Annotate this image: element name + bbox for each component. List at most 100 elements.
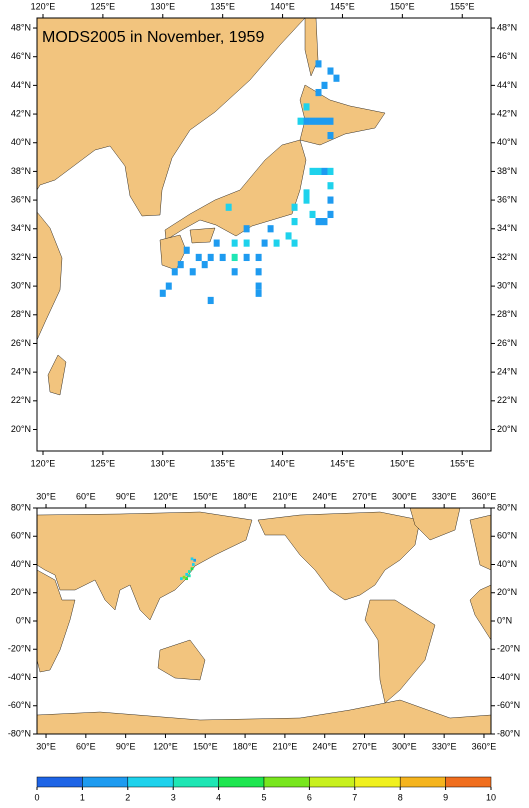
colorbar-swatch <box>218 776 265 788</box>
x-tick-label: 155°E <box>450 458 475 468</box>
x-tick-label: 145°E <box>330 458 355 468</box>
x-tick-label: 330°E <box>432 741 457 751</box>
data-cell <box>273 239 280 247</box>
x-tick-label: 130°E <box>150 458 175 468</box>
data-cell <box>243 225 250 233</box>
x-tick-label: 210°E <box>273 491 298 501</box>
colorbar-swatch <box>309 776 356 788</box>
data-cell <box>315 167 322 175</box>
x-tick-label: 60°E <box>76 491 96 501</box>
y-tick-label: 20°N <box>497 587 517 597</box>
y-tick-label: 28°N <box>11 309 31 319</box>
data-cell <box>193 558 196 562</box>
y-tick-label: 32°N <box>11 252 31 262</box>
y-tick-label: 80°N <box>497 502 517 512</box>
data-cell <box>243 253 250 262</box>
y-tick-label: 0°N <box>16 615 31 625</box>
colorbar-label: 7 <box>352 792 357 802</box>
colorbar-swatch <box>172 776 219 788</box>
data-cell <box>303 196 310 204</box>
south-america <box>364 599 436 704</box>
data-cell <box>327 182 334 190</box>
x-tick-label: 125°E <box>91 1 116 11</box>
y-tick-label: 38°N <box>497 166 517 176</box>
x-tick-label: 90°E <box>116 491 136 501</box>
colorbar-label: 5 <box>261 792 266 802</box>
data-cell <box>327 210 334 219</box>
x-tick-label: 300°E <box>392 741 417 751</box>
y-tick-label: 24°N <box>11 367 31 377</box>
y-tick-label: -60°N <box>497 700 520 710</box>
y-tick-label: 26°N <box>497 338 517 348</box>
x-tick-label: 300°E <box>392 491 417 501</box>
x-tick-label: 30°E <box>36 491 56 501</box>
y-tick-label: 28°N <box>497 309 517 319</box>
data-cell <box>333 74 340 82</box>
colorbar-label: 10 <box>486 792 496 802</box>
y-tick-label: 36°N <box>497 194 517 204</box>
data-cell <box>321 218 328 226</box>
x-tick-label: 150°E <box>193 491 218 501</box>
y-tick-label: 60°N <box>497 531 517 541</box>
colorbar-swatch <box>36 776 83 788</box>
colorbar-label: 3 <box>171 792 176 802</box>
x-tick-label: 120°E <box>31 1 56 11</box>
colorbar-swatch <box>354 776 401 788</box>
data-cell <box>159 289 166 297</box>
x-tick-label: 180°E <box>233 741 258 751</box>
data-cell <box>291 203 298 211</box>
y-tick-label: 20°N <box>11 424 31 434</box>
data-cell <box>192 563 195 566</box>
y-tick-label: 30°N <box>497 280 517 290</box>
y-tick-label: 38°N <box>11 166 31 176</box>
data-cell <box>207 253 214 262</box>
x-tick-label: 360°E <box>472 491 497 501</box>
y-tick-label: 42°N <box>11 108 31 118</box>
data-cell <box>201 261 208 269</box>
data-cell <box>327 167 334 175</box>
data-cell <box>185 572 189 576</box>
data-cell <box>315 218 322 226</box>
y-tick-label: 0°N <box>497 615 512 625</box>
data-cell <box>309 167 316 175</box>
honshu <box>164 139 307 241</box>
y-tick-label: -40°N <box>497 672 520 682</box>
data-cell <box>171 268 178 276</box>
y-tick-label: -60°N <box>8 700 31 710</box>
y-tick-label: 34°N <box>11 223 31 233</box>
colorbar-swatch <box>82 776 129 788</box>
x-tick-label: 150°E <box>193 741 218 751</box>
data-cell <box>183 246 190 254</box>
data-cell <box>190 567 194 571</box>
data-cell <box>303 117 310 125</box>
data-cell <box>309 117 316 125</box>
y-tick-label: 44°N <box>11 80 31 90</box>
data-cell <box>315 117 322 125</box>
data-cell <box>177 261 184 269</box>
x-tick-label: 135°E <box>210 458 235 468</box>
x-tick-label: 140°E <box>270 458 295 468</box>
y-tick-label: 24°N <box>497 367 517 377</box>
x-tick-label: 150°E <box>390 458 415 468</box>
hokkaido <box>299 84 386 146</box>
data-cell <box>182 575 186 579</box>
data-cell <box>213 239 220 247</box>
x-tick-label: 270°E <box>352 491 377 501</box>
data-cell <box>309 210 316 219</box>
colorbar-label: 8 <box>398 792 403 802</box>
data-cell <box>188 574 191 578</box>
data-cell <box>285 232 292 240</box>
x-tick-label: 90°E <box>116 741 136 751</box>
data-cell <box>291 218 298 226</box>
x-tick-label: 180°E <box>233 491 258 501</box>
y-tick-label: 40°N <box>11 137 31 147</box>
data-cell <box>231 268 238 276</box>
data-cell <box>327 117 334 125</box>
y-tick-label: -80°N <box>497 728 520 738</box>
data-cell <box>180 577 183 581</box>
data-cell <box>188 570 191 573</box>
x-tick-label: 330°E <box>432 491 457 501</box>
asia-mainland <box>36 17 306 217</box>
y-tick-label: 20°N <box>11 587 31 597</box>
y-tick-label: 26°N <box>11 338 31 348</box>
